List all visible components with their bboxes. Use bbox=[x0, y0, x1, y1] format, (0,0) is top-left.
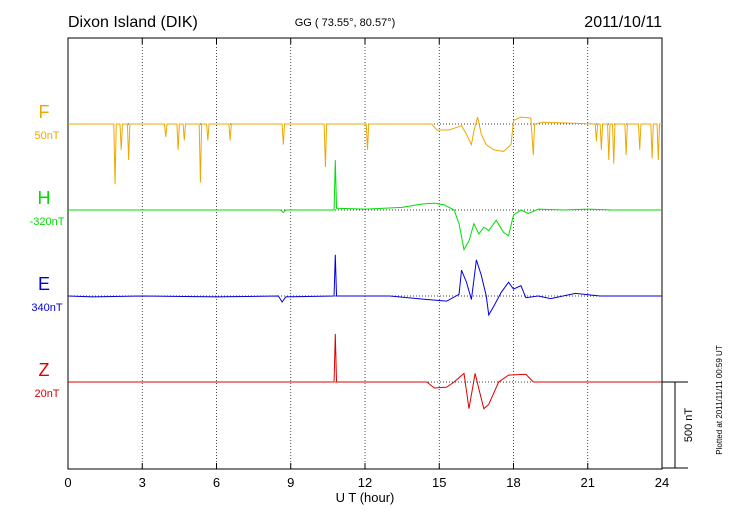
chart-subtitle: GG ( 73.55°, 80.57°) bbox=[295, 17, 396, 29]
trace-line bbox=[68, 116, 662, 185]
x-tick-label: 9 bbox=[287, 475, 294, 490]
chart-date: 2011/10/11 bbox=[584, 14, 662, 31]
trace-line bbox=[68, 333, 662, 410]
scale-bar-label: 500 nT bbox=[683, 408, 695, 443]
baseline-label: 50nT bbox=[34, 130, 59, 142]
trace-name: Z bbox=[39, 360, 50, 380]
trace-line bbox=[67, 254, 662, 317]
x-tick-label: 21 bbox=[581, 475, 595, 490]
chart-title: Dixon Island (DIK) bbox=[68, 14, 198, 31]
x-tick-label: 0 bbox=[64, 475, 71, 490]
baseline-label: -320nT bbox=[30, 216, 65, 228]
trace-line bbox=[68, 160, 662, 251]
baseline-label: 20nT bbox=[34, 388, 59, 400]
baseline-label: 340nT bbox=[31, 302, 62, 314]
x-tick-label: 3 bbox=[139, 475, 146, 490]
x-axis-label: U T (hour) bbox=[336, 490, 395, 505]
footnote: Plotted at 2011/11/11 00:59 UT bbox=[715, 345, 724, 455]
trace-name: H bbox=[38, 188, 51, 208]
trace-name: E bbox=[38, 274, 50, 294]
trace-name: F bbox=[39, 102, 50, 122]
x-tick-label: 24 bbox=[655, 475, 669, 490]
x-tick-label: 12 bbox=[358, 475, 372, 490]
x-tick-label: 18 bbox=[506, 475, 520, 490]
x-tick-label: 6 bbox=[213, 475, 220, 490]
x-tick-label: 15 bbox=[432, 475, 446, 490]
